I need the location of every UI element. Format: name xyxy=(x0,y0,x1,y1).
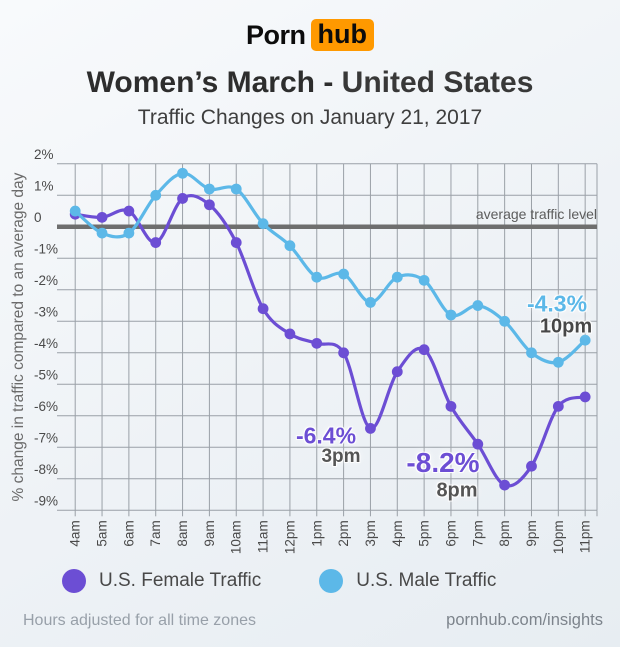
female-series-dot-icon xyxy=(62,569,86,593)
legend-label-male: U.S. Male Traffic xyxy=(356,570,497,591)
y-tick-label: -3% xyxy=(34,304,58,319)
data-point-female xyxy=(257,303,269,315)
data-point-male xyxy=(552,356,564,368)
y-tick-label: -5% xyxy=(34,367,58,382)
x-tick-label: 4pm xyxy=(390,520,405,546)
x-tick-label: 1pm xyxy=(309,520,324,546)
y-tick-label: 0 xyxy=(34,210,42,225)
x-tick-label: 9am xyxy=(202,520,217,546)
y-tick-label: 1% xyxy=(34,178,54,193)
data-point-male xyxy=(311,271,323,283)
page-subtitle: Traffic Changes on January 21, 2017 xyxy=(137,106,483,129)
data-point-female xyxy=(472,438,484,450)
data-point-female xyxy=(96,211,108,223)
x-tick-label: 12pm xyxy=(282,520,297,554)
y-axis-title: % change in traffic compared to an avera… xyxy=(10,172,27,502)
data-point-female xyxy=(526,460,537,472)
x-tick-label: 8pm xyxy=(497,520,512,546)
legend-item-female: U.S. Female Traffic xyxy=(62,569,261,593)
data-point-female xyxy=(177,193,188,204)
x-tick-label: 7pm xyxy=(470,520,485,546)
y-tick-label: -4% xyxy=(34,336,58,351)
average-traffic-level-label: average traffic level xyxy=(475,206,597,222)
footer-note: Hours adjusted for all time zones xyxy=(23,612,256,629)
data-point-male xyxy=(391,271,403,283)
annotation-female-8pm-value: -8.2% xyxy=(406,447,480,478)
y-tick-label: -9% xyxy=(34,493,58,508)
series-line-male xyxy=(73,171,587,365)
x-tick-label: 6am xyxy=(121,520,136,546)
y-tick-label: -7% xyxy=(34,430,58,445)
data-point-female xyxy=(311,337,323,349)
data-point-male xyxy=(230,183,242,195)
data-point-female xyxy=(418,344,430,356)
data-point-male xyxy=(338,268,349,280)
data-point-male xyxy=(472,300,484,311)
title-strong: Women’s March - xyxy=(86,66,334,99)
data-point-female xyxy=(365,423,376,434)
data-point-male xyxy=(96,227,108,239)
annotation-female-3pm-time: 3pm xyxy=(321,446,361,467)
x-tick-label: 2pm xyxy=(336,520,351,546)
annotation-female-8pm-time: 8pm xyxy=(436,479,478,502)
legend-label-female: U.S. Female Traffic xyxy=(99,570,262,591)
chart-legend: U.S. Female Traffic U.S. Male Traffic xyxy=(62,569,496,593)
data-point-female xyxy=(338,347,349,359)
y-tick-label: -6% xyxy=(34,399,58,414)
data-point-male xyxy=(69,205,81,217)
title-light: United States xyxy=(341,66,534,99)
data-point-female xyxy=(230,237,242,248)
footer-site-url: pornhub.com/insights xyxy=(446,611,603,629)
data-point-female xyxy=(552,400,564,412)
logo-text-porn: Porn xyxy=(246,19,306,50)
x-tick-label: 7am xyxy=(148,520,163,546)
data-point-male xyxy=(257,218,269,230)
x-tick-label: 6pm xyxy=(443,520,458,546)
y-tick-label: -8% xyxy=(34,462,58,477)
data-point-female xyxy=(123,205,135,217)
data-point-male xyxy=(526,347,537,359)
x-tick-label: 11pm xyxy=(578,520,593,553)
data-point-male xyxy=(418,274,430,286)
x-tick-label: 11am xyxy=(256,520,271,553)
data-point-male xyxy=(499,315,511,327)
annotation-male-10pm-time: 10pm xyxy=(539,315,593,338)
data-point-female xyxy=(150,237,162,248)
data-point-female xyxy=(445,400,457,412)
pornhub-logo: Porn hub xyxy=(0,19,620,52)
data-point-male xyxy=(123,227,135,239)
x-tick-label: 10am xyxy=(229,520,244,554)
legend-item-male: U.S. Male Traffic xyxy=(319,569,496,593)
data-point-male xyxy=(445,309,457,321)
annotation-female-3pm-value: -6.4% xyxy=(295,422,357,449)
x-tick-label: 10pm xyxy=(551,520,566,554)
data-point-female xyxy=(499,479,511,491)
logo-badge-hub: hub xyxy=(310,19,374,52)
page-title: Women’s March - United States xyxy=(0,66,620,100)
data-point-male xyxy=(579,334,591,346)
data-point-male xyxy=(177,167,188,179)
annotation-male-10pm-value: -4.3% xyxy=(526,290,588,317)
data-point-female xyxy=(391,366,403,378)
x-tick-label: 9pm xyxy=(524,520,539,546)
y-tick-label: 2% xyxy=(34,147,54,162)
y-tick-label: -2% xyxy=(34,273,58,288)
data-point-male xyxy=(204,183,215,195)
data-point-female xyxy=(284,328,296,340)
x-tick-label: 8am xyxy=(175,520,190,546)
data-point-male xyxy=(365,297,376,308)
x-tick-label: 5am xyxy=(95,520,110,546)
data-point-male xyxy=(150,189,162,201)
y-tick-label: -1% xyxy=(34,241,58,256)
x-tick-label: 3pm xyxy=(363,520,378,546)
x-tick-label: 5pm xyxy=(417,520,432,546)
x-tick-label: 4am xyxy=(68,520,83,546)
data-point-female xyxy=(579,391,591,403)
male-series-dot-icon xyxy=(319,569,344,593)
data-point-male xyxy=(284,240,296,252)
data-point-female xyxy=(204,199,215,211)
